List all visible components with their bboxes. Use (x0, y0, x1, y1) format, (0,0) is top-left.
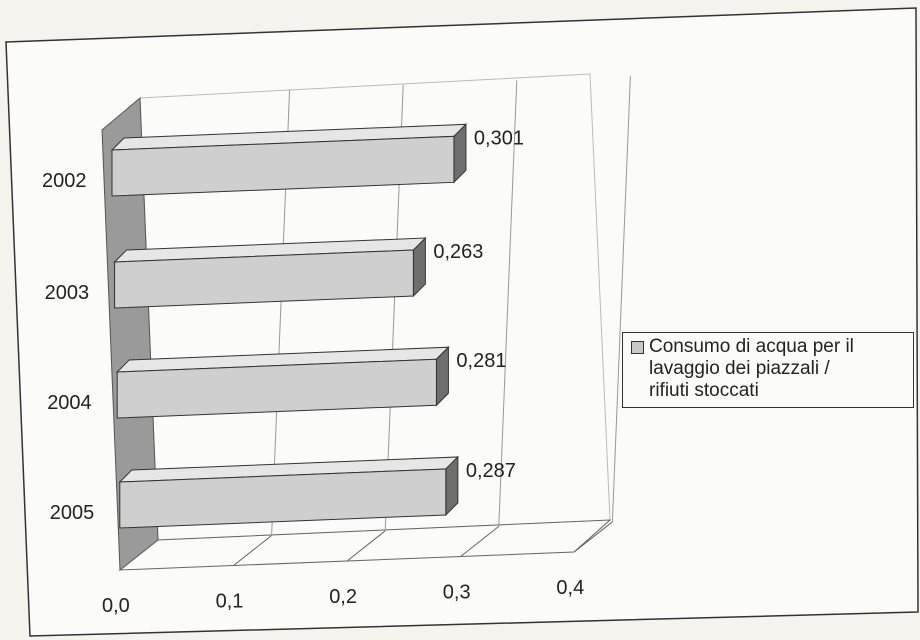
x-tick-label: 0,2 (329, 586, 357, 608)
x-tick-label: 0,3 (443, 581, 471, 603)
floor-gridline (233, 535, 272, 566)
bars (110, 123, 468, 529)
floor-gridline (119, 539, 159, 571)
y-category-label: 2003 (45, 282, 90, 304)
legend-line-3: rifiuti stoccati (649, 380, 759, 401)
y-category-label: 2004 (47, 392, 91, 414)
gridline (498, 80, 518, 527)
x-tick-label: 0,0 (102, 595, 130, 617)
bar-2004 (116, 358, 437, 419)
floor-gridline (346, 530, 386, 562)
data-label: 0,263 (433, 241, 483, 263)
data-label: 0,281 (456, 350, 506, 372)
legend: Consumo di acqua per il lavaggio dei pia… (622, 332, 914, 408)
bar-2002 (111, 135, 455, 197)
legend-swatch (631, 341, 644, 354)
bar-2003 (114, 249, 414, 309)
data-label: 0,301 (474, 127, 524, 149)
gridline (611, 75, 631, 522)
labels: 0,0 0,1 0,2 0,3 0,4 2002 0,301 2003 0,263 2004 0,2… (42, 127, 584, 617)
legend-line-1: Consumo di acqua per il (649, 336, 854, 357)
data-label: 0,287 (466, 460, 516, 482)
floor-gridline (574, 521, 613, 553)
floor-gridline (460, 525, 500, 557)
bar-2005 (119, 468, 447, 529)
x-tick-label: 0,1 (216, 590, 244, 612)
x-tick-label: 0,4 (556, 577, 584, 599)
y-category-label: 2002 (42, 170, 87, 192)
legend-line-2: lavaggio dei piazzali / (649, 358, 830, 379)
y-category-label: 2005 (50, 502, 95, 524)
